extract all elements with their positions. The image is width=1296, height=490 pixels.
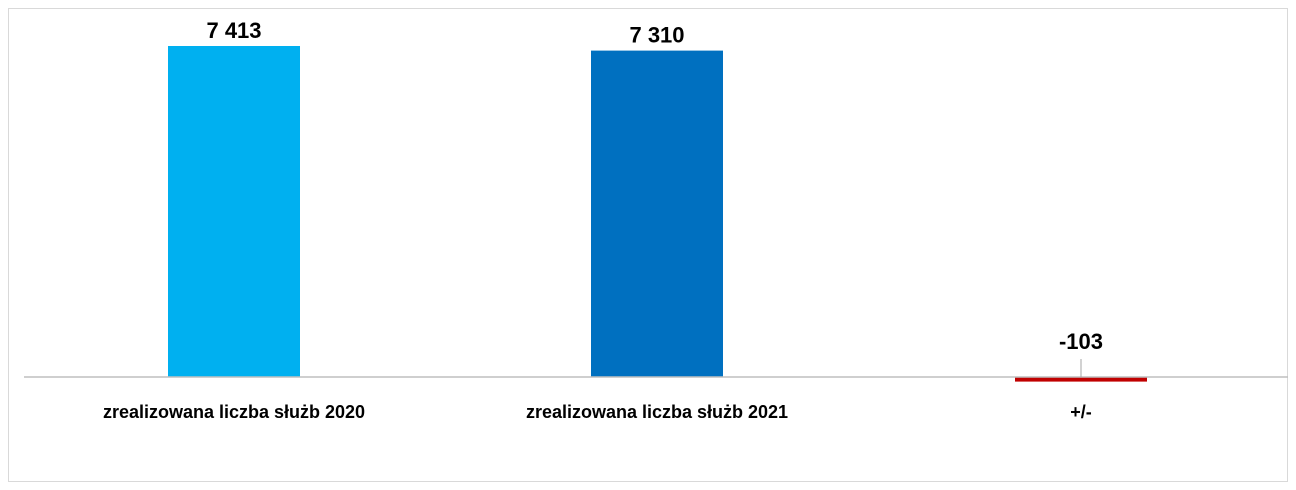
category-label-0: zrealizowana liczba służb 2020: [103, 402, 365, 422]
data-label-0: 7 413: [206, 18, 261, 43]
bar-0: [168, 46, 300, 377]
category-label-2: +/-: [1070, 402, 1092, 422]
bar-1: [591, 50, 723, 377]
category-label-1: zrealizowana liczba służb 2021: [526, 402, 788, 422]
data-label-2: -103: [1059, 329, 1103, 354]
bars-layer: [168, 46, 1147, 382]
bar-2: [1015, 377, 1147, 382]
data-labels-layer: 7 413 7 310 -103: [206, 18, 1103, 354]
category-labels-layer: zrealizowana liczba służb 2020 zrealizowa…: [103, 402, 1092, 422]
data-label-1: 7 310: [629, 23, 684, 48]
